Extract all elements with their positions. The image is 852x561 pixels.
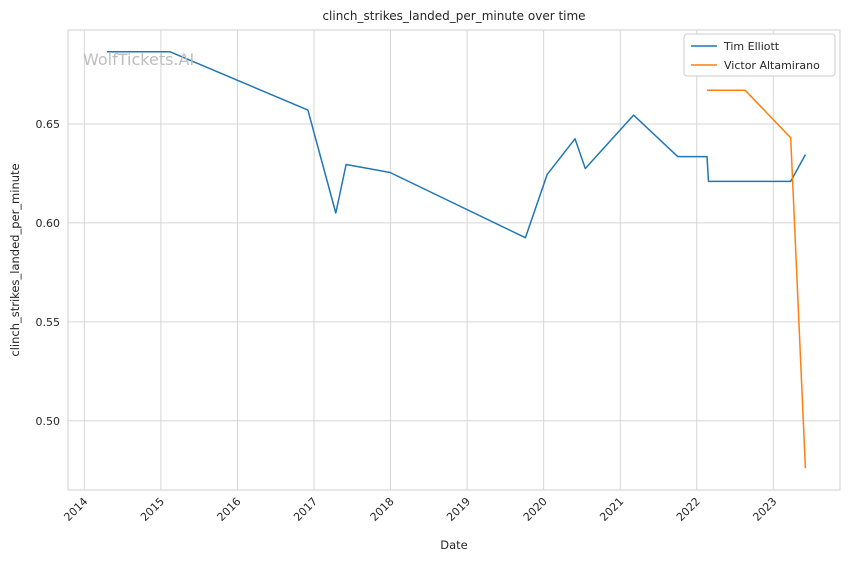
y-tick-label: 0.60 [36, 217, 61, 230]
series-line-0 [107, 51, 807, 239]
chart-title: clinch_strikes_landed_per_minute over ti… [322, 9, 585, 23]
x-tick-label: 2016 [215, 495, 244, 524]
legend-box [683, 33, 836, 77]
x-tick-label: 2022 [674, 495, 703, 524]
y-tick-label: 0.65 [36, 118, 61, 131]
x-axis-ticks: 2014 2015 2016 2017 2018 2019 2020 2021 2022 2023 [61, 495, 779, 524]
y-axis-ticks: 0.50 0.55 0.60 0.65 [36, 118, 61, 428]
x-tick-label: 2018 [368, 495, 397, 524]
x-tick-label: 2017 [291, 495, 320, 524]
legend-items: Tim Elliott Victor Altamirano [691, 40, 820, 72]
y-tick-label: 0.55 [36, 316, 61, 329]
x-tick-label: 2020 [521, 495, 550, 524]
x-axis-label: Date [440, 538, 468, 552]
plot-area [67, 29, 841, 491]
x-tick-label: 2015 [138, 495, 167, 524]
y-tick-label: 0.50 [36, 415, 61, 428]
series-layer [107, 51, 807, 469]
y-axis-label: clinch_strikes_landed_per_minute [8, 163, 22, 356]
watermark: WolfTickets.AI [83, 50, 194, 69]
x-tick-label: 2014 [61, 495, 90, 524]
legend: Tim Elliott Victor Altamirano [683, 33, 836, 77]
x-tick-label: 2023 [750, 495, 779, 524]
series-line-1 [707, 89, 807, 469]
legend-label: Tim Elliott [723, 40, 780, 53]
legend-label: Victor Altamirano [724, 59, 820, 72]
grid-layer [68, 30, 840, 490]
x-tick-label: 2021 [597, 495, 626, 524]
x-tick-label: 2019 [444, 495, 473, 524]
